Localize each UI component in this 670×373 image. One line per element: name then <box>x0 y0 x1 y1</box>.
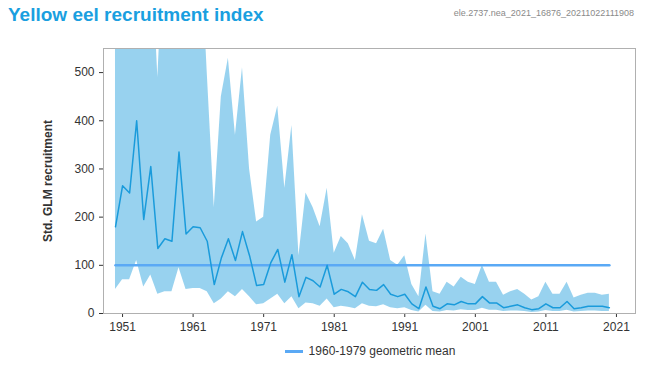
svg-text:400: 400 <box>74 114 94 128</box>
svg-text:2011: 2011 <box>533 320 559 334</box>
svg-text:1981: 1981 <box>321 320 348 334</box>
svg-text:2001: 2001 <box>462 320 489 334</box>
svg-text:100: 100 <box>74 258 94 272</box>
html-text:ele.2737.nea_2021_16876_202110: ele.2737.nea_2021_16876_20211022111908 <box>453 8 634 18</box>
html-text:Yellow eel recruitment index: Yellow eel recruitment index <box>8 4 264 25</box>
svg-text:1971: 1971 <box>250 320 277 334</box>
svg-text:200: 200 <box>74 210 94 224</box>
svg-text:2021: 2021 <box>603 320 630 334</box>
svg-text:300: 300 <box>74 162 94 176</box>
svg-text:500: 500 <box>74 65 94 79</box>
html-text:1960-1979 geometric mean: 1960-1979 geometric mean <box>308 344 456 358</box>
svg-text:0: 0 <box>88 306 95 320</box>
svg-text:Std. GLM recruitment: Std. GLM recruitment <box>41 120 55 242</box>
svg-text:1991: 1991 <box>391 320 418 334</box>
svg-text:1951: 1951 <box>109 320 136 334</box>
svg-text:1961: 1961 <box>180 320 207 334</box>
